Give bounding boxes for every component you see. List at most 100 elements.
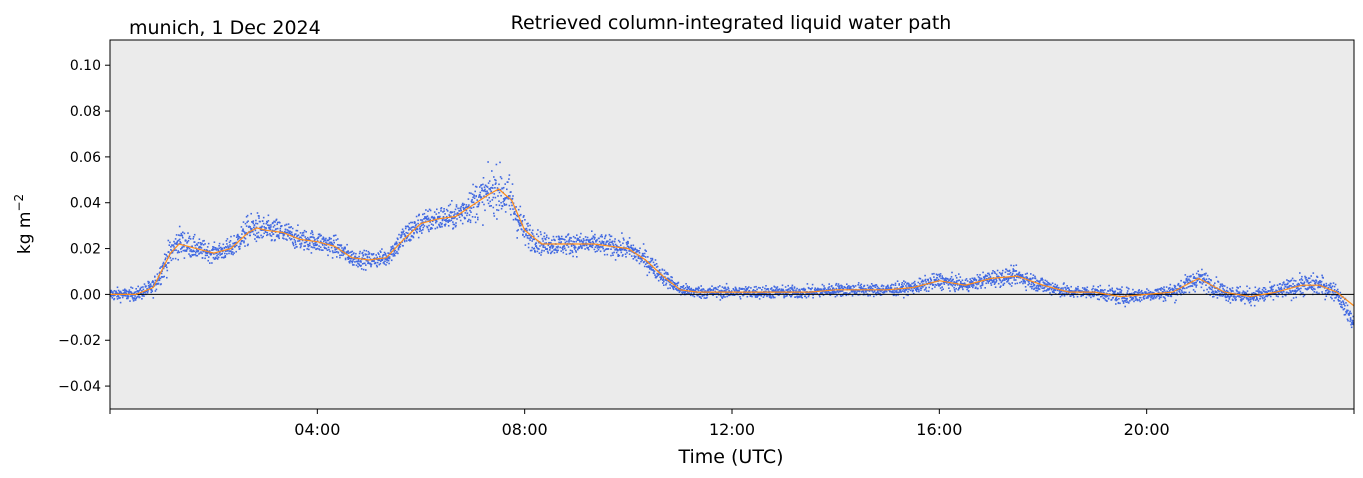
- scatter-point: [190, 255, 192, 258]
- scatter-point: [169, 241, 171, 244]
- scatter-point: [690, 287, 693, 290]
- scatter-point: [1114, 291, 1116, 294]
- scatter-point: [1165, 294, 1167, 296]
- scatter-point: [160, 272, 163, 275]
- scatter-point: [982, 271, 984, 274]
- scatter-point: [244, 222, 247, 225]
- scatter-point: [558, 236, 560, 238]
- scatter-point: [478, 202, 481, 204]
- scatter-point: [550, 252, 552, 255]
- scatter-point: [330, 237, 332, 240]
- scatter-point: [341, 249, 344, 252]
- scatter-point: [644, 249, 646, 251]
- scatter-point: [1232, 299, 1234, 301]
- scatter-point: [1128, 302, 1130, 304]
- scatter-point: [829, 288, 831, 290]
- scatter-point: [238, 236, 241, 238]
- scatter-point: [1109, 290, 1111, 292]
- scatter-point: [661, 275, 663, 278]
- scatter-point: [1290, 299, 1293, 302]
- scatter-point: [1164, 297, 1166, 300]
- scatter-point: [518, 223, 520, 225]
- scatter-point: [994, 272, 996, 274]
- scatter-point: [1299, 290, 1302, 293]
- scatter-point: [514, 217, 517, 220]
- scatter-point: [248, 225, 250, 228]
- scatter-point: [1037, 288, 1040, 290]
- scatter-point: [286, 239, 288, 241]
- scatter-point: [585, 238, 588, 241]
- scatter-point: [1035, 285, 1038, 287]
- scatter-point: [922, 286, 924, 288]
- scatter-point: [1331, 297, 1333, 300]
- scatter-point: [196, 243, 198, 245]
- scatter-point: [447, 225, 450, 227]
- scatter-point: [668, 278, 671, 281]
- scatter-point: [1223, 292, 1226, 294]
- scatter-point: [358, 264, 361, 267]
- scatter-point: [506, 188, 508, 191]
- scatter-point: [696, 287, 699, 290]
- scatter-point: [1216, 291, 1218, 294]
- scatter-point: [178, 238, 181, 241]
- scatter-point: [251, 221, 253, 223]
- scatter-point: [441, 219, 444, 222]
- scatter-point: [441, 222, 443, 225]
- scatter-point: [559, 238, 561, 240]
- scatter-point: [232, 242, 235, 245]
- scatter-point: [1239, 296, 1242, 299]
- scatter-point: [645, 250, 647, 252]
- scatter-point: [917, 288, 919, 290]
- scatter-point: [318, 249, 321, 251]
- scatter-point: [758, 292, 760, 294]
- scatter-point: [602, 242, 605, 245]
- scatter-point: [590, 241, 592, 244]
- scatter-point: [666, 272, 669, 274]
- scatter-point: [711, 292, 714, 294]
- scatter-point: [177, 234, 180, 236]
- scatter-point: [1243, 296, 1246, 299]
- scatter-point: [760, 292, 762, 295]
- scatter-point: [500, 177, 503, 180]
- scatter-point: [837, 283, 840, 285]
- scatter-point: [1056, 284, 1059, 287]
- scatter-point: [880, 290, 882, 293]
- scatter-point: [360, 268, 363, 270]
- scatter-point: [1042, 290, 1045, 293]
- scatter-point: [1249, 298, 1252, 301]
- scatter-point: [344, 258, 347, 261]
- scatter-point: [715, 296, 718, 298]
- scatter-point: [394, 249, 397, 252]
- scatter-point: [1166, 291, 1169, 293]
- scatter-point: [1030, 285, 1033, 288]
- scatter-point: [1066, 285, 1068, 287]
- scatter-point: [320, 234, 322, 237]
- scatter-point: [357, 262, 359, 265]
- scatter-point: [568, 241, 570, 243]
- scatter-point: [523, 236, 526, 238]
- scatter-point: [539, 231, 542, 233]
- scatter-point: [558, 238, 561, 241]
- scatter-point: [1296, 283, 1298, 286]
- scatter-point: [818, 294, 821, 296]
- scatter-point: [1198, 278, 1200, 281]
- scatter-point: [651, 259, 654, 261]
- scatter-point: [530, 231, 533, 234]
- scatter-point: [311, 241, 314, 243]
- scatter-point: [1076, 287, 1078, 290]
- scatter-point: [333, 234, 335, 237]
- scatter-point: [1154, 297, 1157, 299]
- scatter-point: [1138, 299, 1140, 301]
- scatter-point: [415, 223, 417, 226]
- scatter-point: [828, 286, 830, 288]
- scatter-point: [774, 296, 776, 299]
- scatter-point: [252, 222, 255, 225]
- scatter-point: [510, 213, 512, 216]
- scatter-point: [825, 292, 828, 294]
- scatter-point: [1153, 294, 1155, 296]
- scatter-point: [349, 260, 351, 262]
- scatter-point: [744, 292, 746, 294]
- scatter-point: [126, 296, 129, 298]
- scatter-point: [287, 230, 290, 232]
- scatter-point: [551, 250, 554, 253]
